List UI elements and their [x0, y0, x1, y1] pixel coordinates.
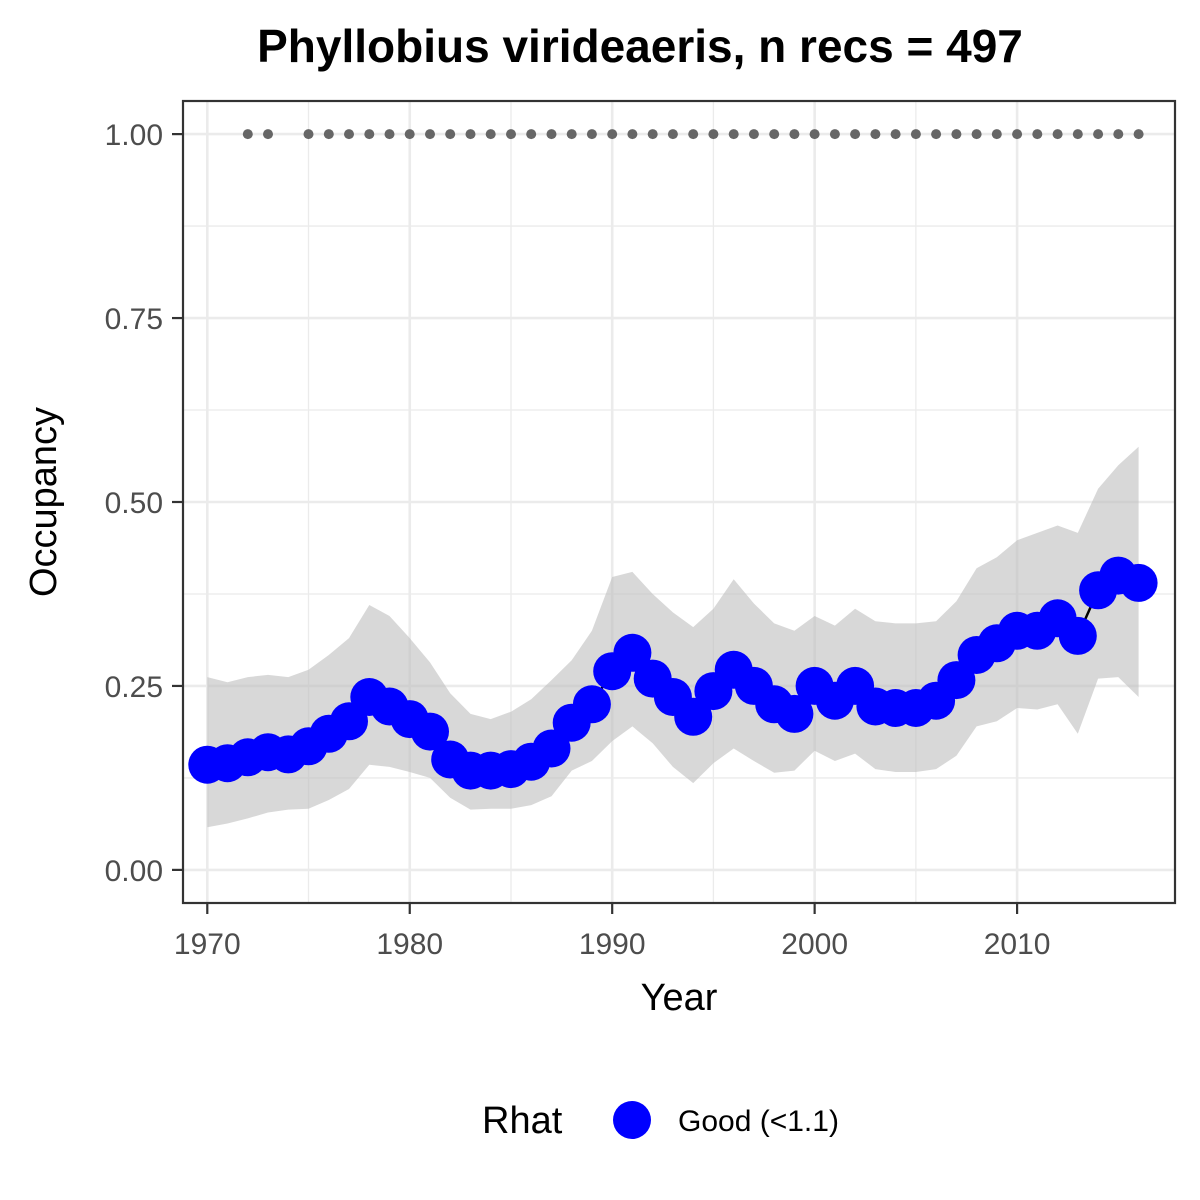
x-tick-label: 2010	[984, 928, 1051, 961]
record-dot	[425, 129, 435, 140]
x-tick-label: 1970	[174, 928, 241, 961]
occupancy-point	[532, 729, 571, 768]
y-tick-label: 0.75	[105, 303, 163, 336]
record-dot	[1072, 129, 1083, 140]
record-dot	[344, 129, 354, 140]
record-dot	[364, 129, 375, 140]
record-dot	[404, 129, 415, 140]
record-dot	[242, 129, 253, 140]
record-dot	[971, 129, 982, 140]
record-dot	[1113, 129, 1124, 140]
x-tick-label: 1980	[376, 928, 443, 961]
record-dot	[1133, 129, 1144, 140]
record-dot	[991, 129, 1002, 140]
record-dot	[647, 129, 658, 140]
record-dot	[789, 129, 800, 140]
record-dot	[1032, 129, 1043, 140]
record-dot	[951, 129, 962, 140]
y-tick-label: 0.25	[105, 671, 163, 704]
record-dot	[485, 129, 496, 140]
record-dot	[445, 129, 456, 140]
x-axis-title: Year	[641, 977, 718, 1019]
occupancy-point	[775, 694, 814, 733]
y-axis-title: Occupancy	[23, 407, 65, 597]
record-dot	[526, 129, 537, 140]
y-tick-label: 1.00	[105, 119, 163, 152]
record-dot	[323, 129, 334, 140]
x-tick-label: 1990	[579, 928, 646, 961]
record-dot	[688, 129, 699, 140]
occupancy-point	[613, 633, 652, 672]
record-dot	[566, 129, 577, 140]
record-dot	[809, 129, 820, 140]
record-dot	[870, 129, 881, 140]
record-dot	[931, 129, 942, 140]
occupancy-point	[572, 685, 611, 724]
record-dot	[384, 129, 395, 140]
legend-label-good: Good (<1.1)	[678, 1105, 839, 1138]
record-dot	[546, 129, 557, 140]
record-dot	[708, 129, 719, 140]
legend-title: Rhat	[482, 1100, 563, 1142]
record-dot	[1093, 129, 1104, 140]
record-dot	[627, 129, 638, 140]
record-dot	[465, 129, 476, 140]
x-tick-label: 2000	[781, 928, 848, 961]
axes: 1970 1980 1990 2000 2010 0.00 0.25 0.50 0.75 1.00	[105, 119, 1051, 961]
record-dot	[890, 129, 901, 140]
occupancy-point	[1119, 563, 1158, 602]
record-dot	[910, 129, 921, 140]
record-dot	[607, 129, 618, 140]
occupancy-point	[674, 697, 713, 736]
y-tick-label: 0.50	[105, 487, 163, 520]
record-dot	[850, 129, 861, 140]
occupancy-point	[411, 712, 449, 751]
y-tick-label: 0.00	[105, 855, 163, 888]
legend-key-good	[613, 1101, 651, 1139]
chart-title: Phyllobius virideaeris, n recs = 497	[257, 20, 1023, 72]
record-dot	[506, 129, 516, 140]
record-dot	[303, 129, 314, 140]
record-dot	[728, 129, 739, 140]
record-dot	[829, 129, 840, 140]
record-dot	[586, 129, 597, 140]
legend: Rhat Good (<1.1)	[482, 1100, 839, 1142]
occupancy-point	[1058, 616, 1097, 655]
record-dot	[263, 129, 273, 140]
record-dots-layer	[242, 129, 1144, 140]
occupancy-points-layer	[188, 556, 1158, 790]
record-dot	[748, 129, 759, 140]
record-dot	[667, 129, 678, 140]
record-dot	[1012, 129, 1023, 140]
record-dot	[1052, 129, 1063, 140]
record-dot	[769, 129, 780, 140]
